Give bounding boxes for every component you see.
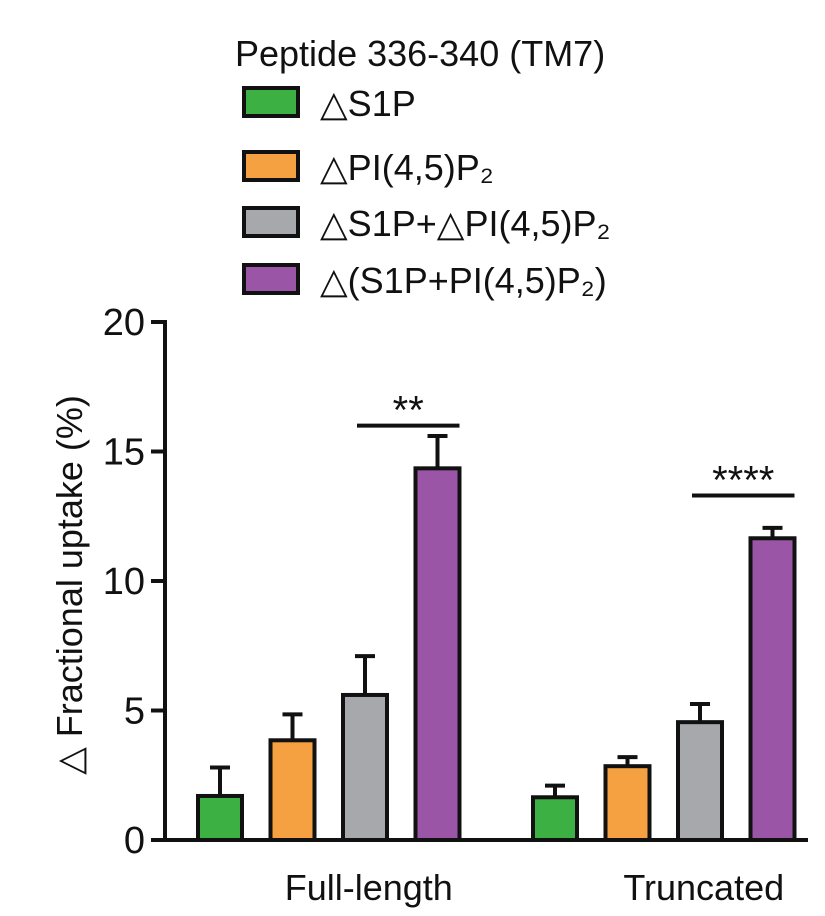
bar (531, 795, 579, 843)
y-axis-label: △ Fractional uptake (%) (49, 395, 90, 775)
legend-swatch (242, 150, 300, 182)
y-tick-label: 10 (103, 561, 145, 603)
bar (341, 692, 389, 843)
legend-label: △S1P (320, 83, 416, 124)
bar (603, 764, 652, 842)
legend-label: △(S1P+PI(4,5)P₂) (320, 260, 607, 301)
legend: △S1P △PI(4,5)P₂ △S1P+△PI(4,5)P₂ △(S1P+PI(4,… (242, 83, 610, 301)
significance-label: **** (712, 459, 774, 503)
legend-swatch (242, 86, 300, 118)
legend-label: △PI(4,5)P₂ (320, 147, 494, 188)
bar (748, 536, 797, 842)
x-tick-label: Full-length (285, 867, 453, 908)
legend-label: △S1P+△PI(4,5)P₂ (320, 203, 610, 244)
x-tick-label: Truncated (623, 867, 784, 908)
y-tick-label: 0 (124, 820, 145, 862)
bar (196, 793, 244, 842)
y-tick-label: 20 (103, 302, 145, 344)
legend-swatch (242, 206, 300, 238)
bar (676, 720, 724, 843)
significance-label: ** (393, 389, 424, 433)
legend-title: Peptide 336-340 (TM7) (235, 33, 605, 74)
bar (268, 738, 317, 842)
y-tick-label: 5 (124, 691, 145, 733)
bar (413, 466, 462, 842)
y-tick-label: 15 (103, 432, 145, 474)
legend-swatch (242, 263, 300, 295)
